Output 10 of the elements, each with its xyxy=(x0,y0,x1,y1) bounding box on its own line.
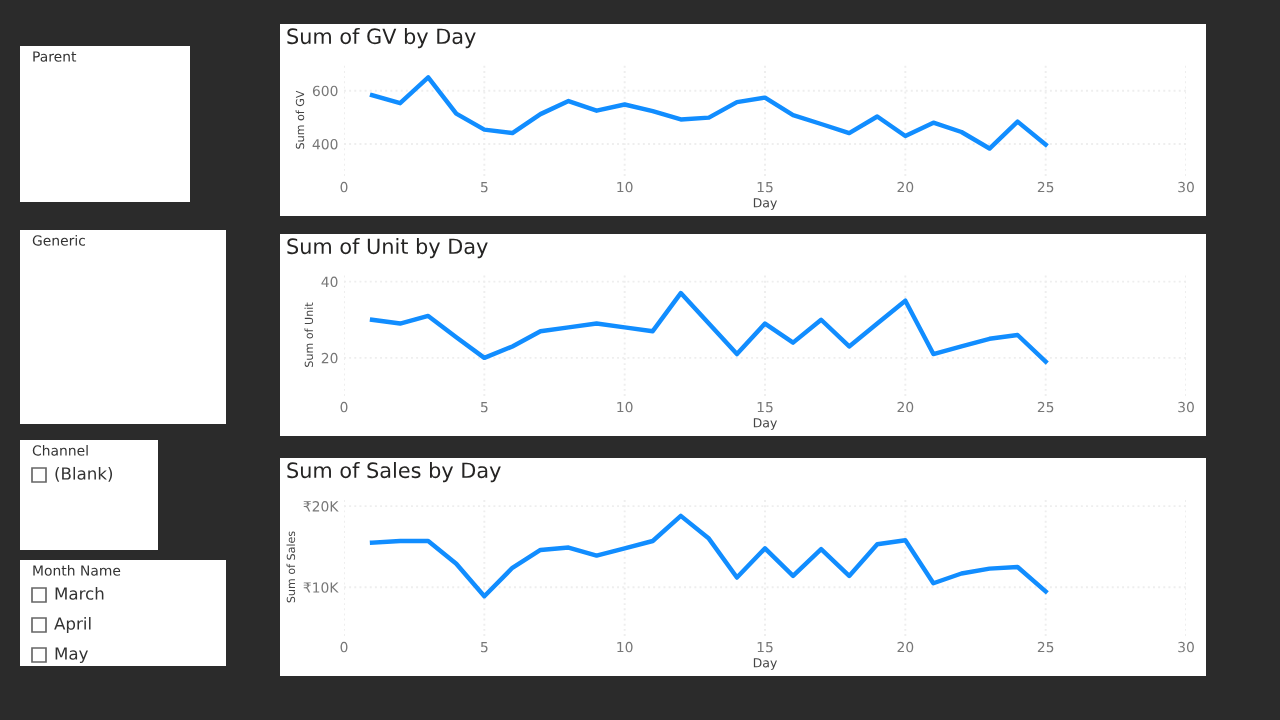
text: May xyxy=(55,647,88,664)
text: (Blank) xyxy=(55,466,113,482)
chart-title: Sum of Unit by Day xyxy=(287,238,488,259)
line-series xyxy=(369,513,1048,599)
chart-title: Sum of Sales by Day xyxy=(287,462,501,483)
text: April xyxy=(54,616,91,634)
line-series xyxy=(369,290,1048,364)
text: March xyxy=(55,586,104,600)
chart-title: Sum of GV by Day xyxy=(287,28,476,49)
line-series xyxy=(369,75,1048,151)
